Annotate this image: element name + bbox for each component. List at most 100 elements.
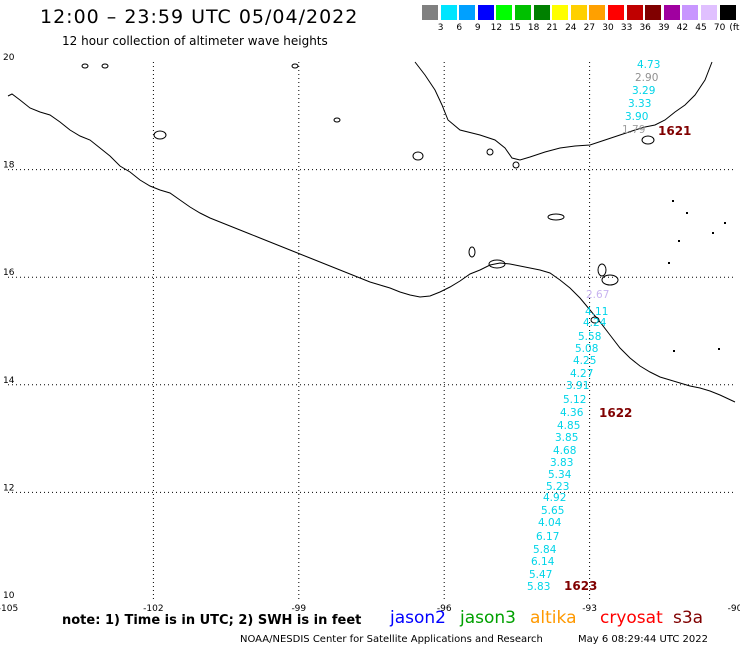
wave-height-label: 5.83 (527, 581, 550, 593)
island-outline (641, 135, 655, 145)
scale-swatch (608, 5, 624, 20)
scale-swatch (589, 5, 606, 20)
scale-label: 24 (565, 23, 577, 33)
wave-height-label: 4.73 (637, 59, 660, 71)
island-outline (333, 117, 341, 123)
scale-swatch (533, 5, 550, 20)
wave-height-label: 3.85 (555, 432, 578, 444)
wave-height-label: 3.33 (628, 98, 651, 110)
scale-label: 27 (583, 23, 596, 33)
longitude-label: -105 (0, 604, 18, 614)
latitude-label: 14 (3, 376, 15, 386)
scale-label: 9 (474, 23, 481, 33)
longitude-label: -96 (437, 604, 452, 614)
scale-label: 21 (546, 23, 558, 33)
wave-height-label: 4.85 (557, 420, 580, 432)
island-outline (412, 151, 424, 161)
wave-height-label: 5.34 (548, 469, 572, 481)
wave-height-label: 4.04 (538, 517, 562, 529)
scale-swatch (440, 5, 457, 20)
scale-swatch (477, 5, 494, 20)
scale-label: 70 (713, 23, 726, 33)
wave-height-label: 5.65 (541, 505, 564, 517)
latitude-label: 12 (3, 483, 14, 493)
longitude-label: -102 (143, 604, 163, 614)
scale-swatch (682, 5, 699, 20)
island-outline (512, 161, 520, 169)
longitude-label: -90 (728, 604, 740, 614)
island-outline (488, 259, 506, 269)
wave-height-label: 5.08 (575, 343, 598, 355)
scale-swatch (422, 5, 438, 20)
scale-swatch (719, 5, 736, 20)
island-outline (486, 148, 494, 156)
pass-time-label: 1623 (564, 579, 597, 593)
satellite-altika: altika (530, 608, 577, 628)
wave-height-label: 6.14 (531, 556, 555, 568)
map-dot (686, 212, 688, 214)
satellite-jason2: jason2 (390, 608, 446, 628)
footer-note: note: 1) Time is in UTC; 2) SWH is in fe… (62, 613, 362, 628)
timestamp-text: May 6 08:29:44 UTC 2022 (578, 634, 708, 645)
wave-height-label: 5.58 (578, 331, 601, 343)
wave-height-label: 4.24 (583, 317, 607, 329)
island-outline (597, 263, 607, 277)
wave-height-label: 4.68 (553, 445, 576, 457)
wave-height-label: 4.36 (560, 407, 584, 419)
scale-swatch (701, 5, 717, 20)
pass-time-label: 1622 (599, 406, 632, 420)
island-outline (601, 274, 619, 286)
map-title: 12:00 – 23:59 UTC 05/04/2022 (40, 6, 359, 28)
wave-height-label: 4.25 (573, 355, 596, 367)
wave-height-label: 1.79 (622, 124, 645, 136)
scale-swatch (496, 5, 513, 20)
gulf-coastline (414, 61, 713, 161)
wave-height-label: 5.12 (563, 394, 586, 406)
wave-height-label: 6.17 (536, 531, 559, 543)
island-outline (291, 63, 299, 69)
map-dot (668, 262, 670, 264)
wave-height-label: 2.90 (635, 72, 658, 84)
credit-text: NOAA/NESDIS Center for Satellite Applica… (240, 634, 543, 645)
latitude-label: 16 (3, 268, 15, 278)
satellite-jason3: jason3 (460, 608, 516, 628)
scale-swatch (570, 5, 587, 20)
scale-swatch (459, 5, 476, 20)
island-outline (547, 213, 565, 221)
scale-label: 15 (509, 23, 521, 33)
scale-swatch (552, 5, 569, 20)
map-dot (712, 232, 714, 234)
map-dot (678, 240, 680, 242)
scale-label: 36 (639, 23, 651, 33)
wave-height-label: 5.84 (533, 544, 557, 556)
scale-swatch (645, 5, 662, 20)
scale-label: 12 (490, 23, 503, 33)
map-subtitle: 12 hour collection of altimeter wave hei… (62, 34, 328, 48)
island-outline (81, 63, 89, 69)
scale-label: 18 (527, 23, 540, 33)
map-dot (673, 350, 675, 352)
wave-height-label: 5.23 (546, 481, 569, 493)
scale-swatch (515, 5, 531, 20)
latitude-label: 20 (3, 53, 15, 63)
latitude-label: 10 (3, 591, 15, 601)
longitude-label: -99 (291, 604, 306, 614)
wave-height-label: 4.11 (585, 306, 608, 318)
wave-height-label: 3.29 (632, 85, 655, 97)
wave-height-label: 3.83 (550, 457, 573, 469)
longitude-label: -93 (582, 604, 597, 614)
scale-label: 3 (437, 23, 444, 33)
map-dot (718, 348, 720, 350)
scale-unit: (ft) (729, 23, 740, 33)
scale-swatch (663, 5, 680, 20)
pass-time-label: 1621 (658, 124, 691, 138)
scale-label: 45 (695, 23, 707, 33)
scale-label: 42 (676, 23, 689, 33)
map-dot (724, 222, 726, 224)
scale-label: 6 (456, 23, 463, 33)
scale-swatch (626, 5, 643, 20)
pacific-coastline (7, 93, 736, 403)
island-outline (101, 63, 109, 69)
wave-height-label: 2.67 (586, 289, 609, 301)
wave-height-label: 5.47 (529, 569, 552, 581)
